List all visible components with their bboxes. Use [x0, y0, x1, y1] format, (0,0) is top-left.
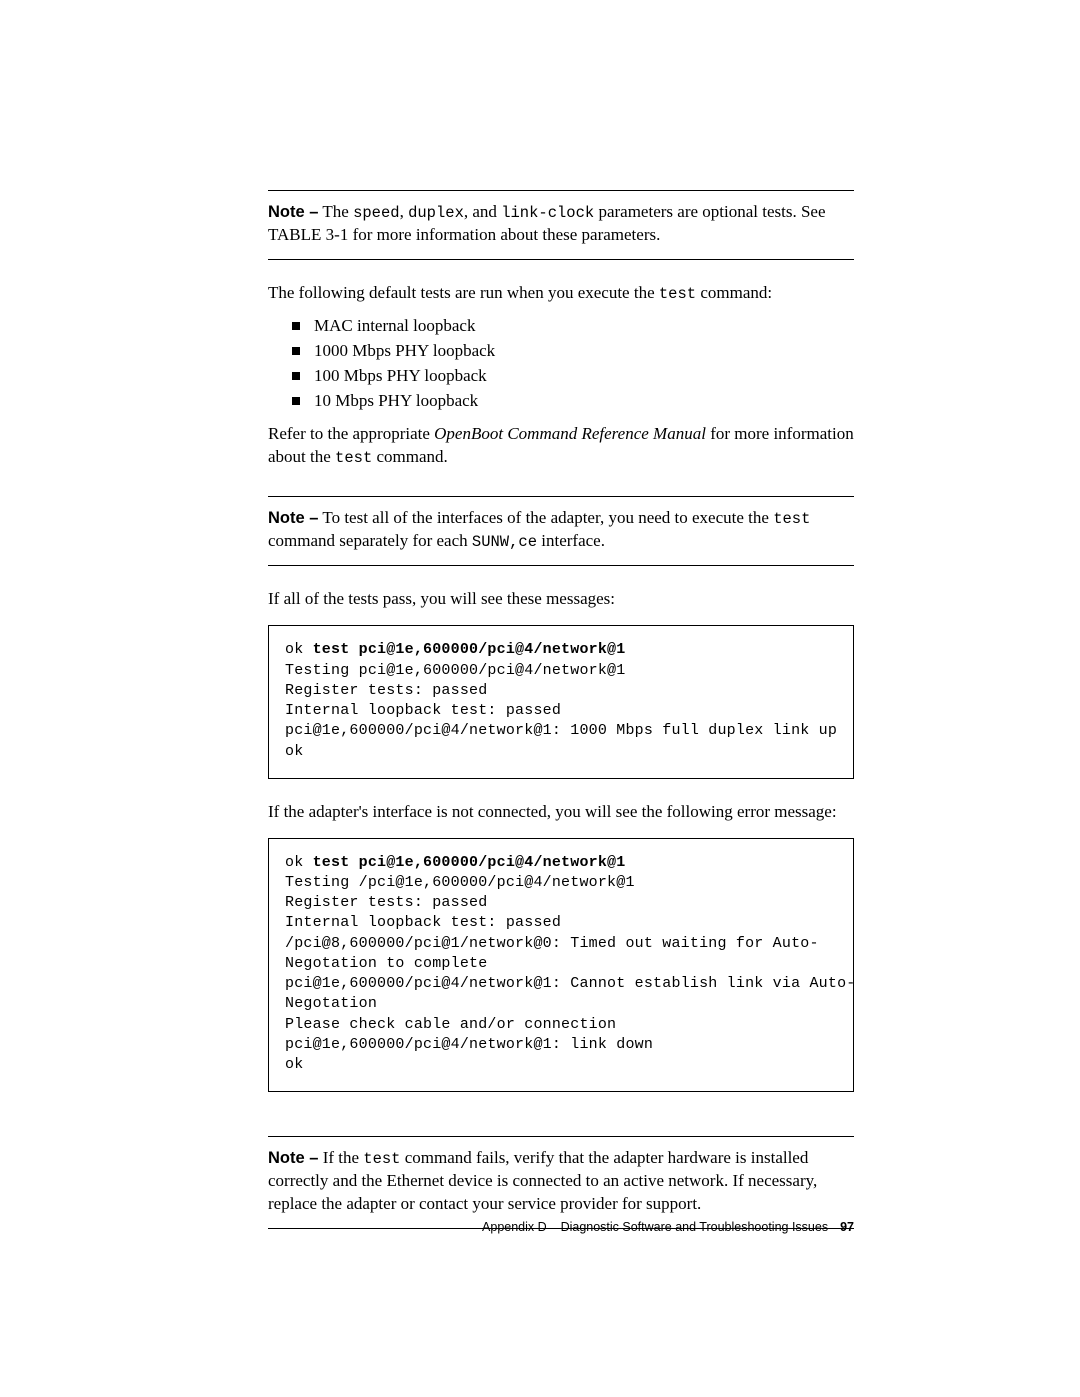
code-line: Internal loopback test: passed [285, 914, 561, 931]
list-item: 10 Mbps PHY loopback [292, 390, 854, 413]
list-item: 1000 Mbps PHY loopback [292, 340, 854, 363]
code-speed: speed [353, 204, 400, 222]
list-item: MAC internal loopback [292, 315, 854, 338]
default-tests-list: MAC internal loopback 1000 Mbps PHY loop… [292, 315, 854, 413]
list-item: 100 Mbps PHY loopback [292, 365, 854, 388]
note-2: Note – To test all of the interfaces of … [268, 496, 854, 566]
code-duplex: duplex [408, 204, 464, 222]
para-default-tests: The following default tests are run when… [268, 282, 854, 305]
code-line: pci@1e,600000/pci@4/network@1: 1000 Mbps… [285, 722, 837, 739]
code-block-pass: ok test pci@1e,600000/pci@4/network@1 Te… [268, 625, 854, 779]
para-refer-manual: Refer to the appropriate OpenBoot Comman… [268, 423, 854, 469]
footer-appendix: Appendix D [482, 1220, 547, 1234]
code-line: Register tests: passed [285, 894, 487, 911]
note-1: Note – The speed, duplex, and link-clock… [268, 190, 854, 260]
code-link-clock: link-clock [501, 204, 594, 222]
code-test: test [659, 285, 696, 303]
code-line: /pci@8,600000/pci@1/network@0: Timed out… [285, 935, 819, 952]
note1-line2b: for more information about these paramet… [348, 225, 660, 244]
code-line: Internal loopback test: passed [285, 702, 561, 719]
manual-title: OpenBoot Command Reference Manual [434, 424, 706, 443]
code-test: test [773, 510, 810, 528]
para-not-connected: If the adapter's interface is not connec… [268, 801, 854, 824]
note1-text: The [318, 202, 353, 221]
code-line: ok [285, 1056, 303, 1073]
code-line: ok [285, 743, 303, 760]
footer-chapter: Diagnostic Software and Troubleshooting … [561, 1220, 829, 1234]
code-line: pci@1e,600000/pci@4/network@1: Cannot es… [285, 975, 854, 992]
code-block-error: ok test pci@1e,600000/pci@4/network@1 Te… [268, 838, 854, 1093]
page-footer: Appendix D Diagnostic Software and Troub… [268, 1220, 854, 1234]
code-line: Please check cable and/or connection [285, 1016, 616, 1033]
code-test: test [363, 1150, 400, 1168]
page-content: Note – The speed, duplex, and link-clock… [268, 190, 854, 1251]
code-command: test pci@1e,600000/pci@4/network@1 [313, 854, 626, 871]
code-line: Testing /pci@1e,600000/pci@4/network@1 [285, 874, 635, 891]
page-number: 97 [840, 1220, 854, 1234]
code-line: Testing pci@1e,600000/pci@4/network@1 [285, 662, 625, 679]
note-3: Note – If the test command fails, verify… [268, 1136, 854, 1229]
code-command: test pci@1e,600000/pci@4/network@1 [313, 641, 626, 658]
note-label: Note – [268, 1149, 318, 1167]
note-label: Note – [268, 203, 318, 221]
code-line: Register tests: passed [285, 682, 487, 699]
note1-line2a: TABLE 3-1 [268, 225, 348, 244]
para-tests-pass: If all of the tests pass, you will see t… [268, 588, 854, 611]
code-line: Negotation [285, 995, 377, 1012]
note-label: Note – [268, 509, 318, 527]
code-test: test [335, 449, 372, 467]
code-sunw-ce: SUNW,ce [472, 533, 537, 551]
code-line: pci@1e,600000/pci@4/network@1: link down [285, 1036, 653, 1053]
code-line: Negotation to complete [285, 955, 487, 972]
